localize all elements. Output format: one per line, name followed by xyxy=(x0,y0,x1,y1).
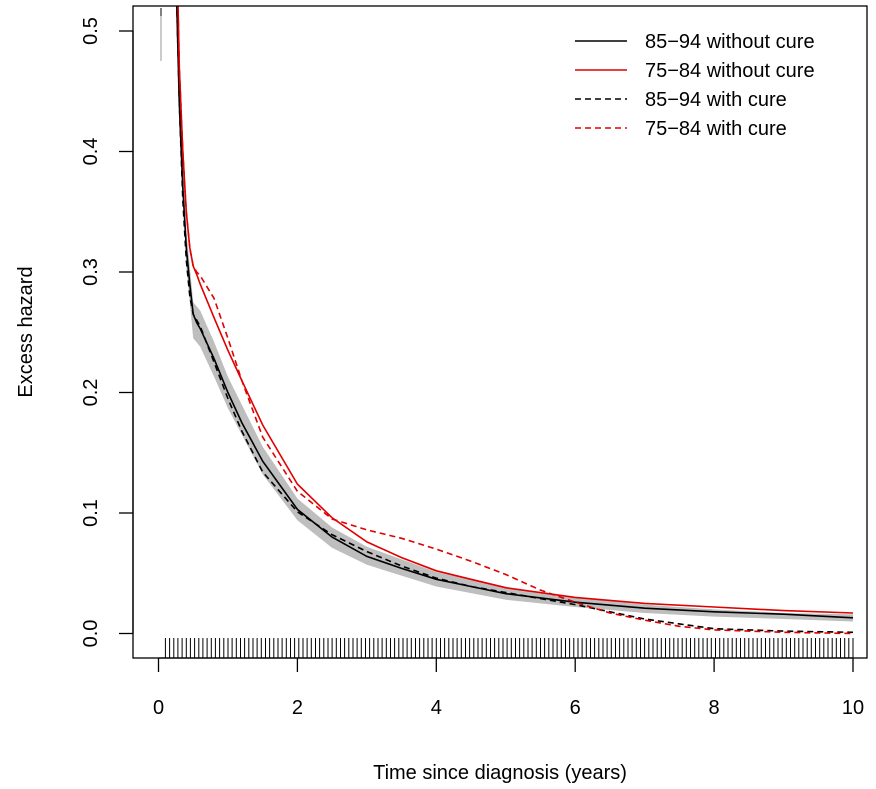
confidence-band-layer xyxy=(179,79,854,622)
x-axis: 0 2 4 6 8 10 xyxy=(153,657,864,719)
legend-label-3: 85−94 with cure xyxy=(645,89,787,111)
x-tick-label: 6 xyxy=(570,697,581,719)
y-tick-label: 0.1 xyxy=(80,499,102,527)
legend-label-2: 75−84 without cure xyxy=(645,60,815,82)
confidence-band xyxy=(179,79,854,622)
x-tick-label: 0 xyxy=(153,697,164,719)
x-tick-label: 8 xyxy=(709,697,720,719)
x-tick-label: 4 xyxy=(431,697,442,719)
series-line-1 xyxy=(176,6,854,619)
x-tick-label: 2 xyxy=(292,697,303,719)
x-axis-title: Time since diagnosis (years) xyxy=(373,762,627,784)
x-tick-label: 10 xyxy=(842,697,864,719)
legend-label-1: 85−94 without cure xyxy=(645,31,815,53)
y-tick-label: 0.5 xyxy=(80,17,102,45)
y-tick-label: 0.4 xyxy=(80,138,102,166)
rug-layer xyxy=(160,8,854,658)
y-axis: 0.0 0.1 0.2 0.3 0.4 0.5 xyxy=(80,17,134,648)
y-axis-title: Excess hazard xyxy=(15,266,37,397)
series-layer xyxy=(176,6,854,635)
y-tick-label: 0.0 xyxy=(80,620,102,648)
legend: 85−94 without cure 75−84 without cure 85−9… xyxy=(575,31,815,140)
y-tick-label: 0.3 xyxy=(80,258,102,286)
series-line-3 xyxy=(176,6,854,634)
legend-label-4: 75−84 with cure xyxy=(645,118,787,140)
y-tick-label: 0.2 xyxy=(80,379,102,407)
